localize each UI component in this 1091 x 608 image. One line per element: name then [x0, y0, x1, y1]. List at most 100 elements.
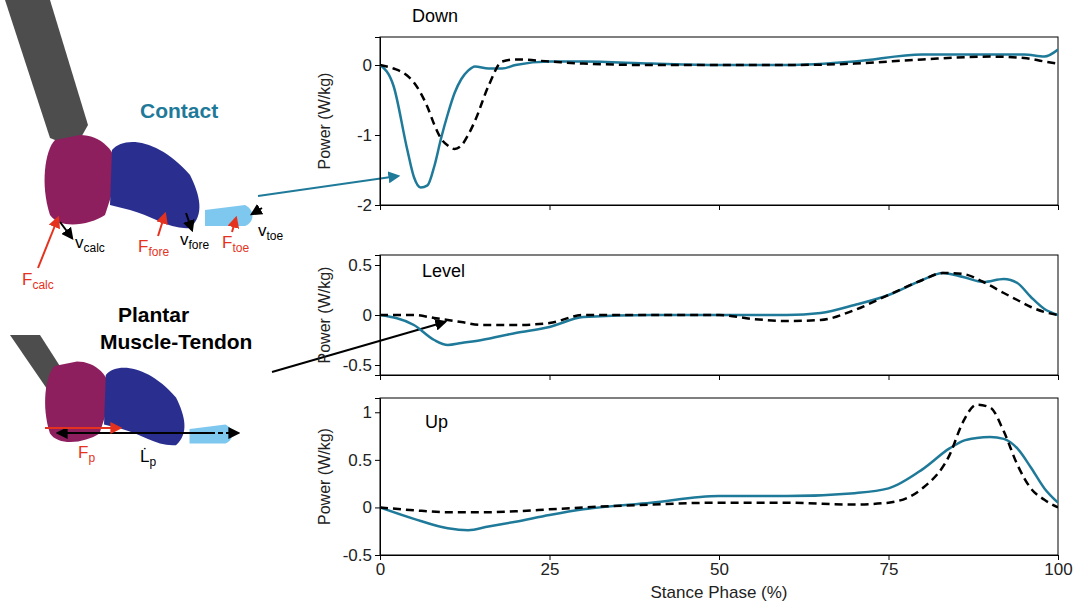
- x-tick-label: 75: [880, 560, 899, 579]
- vector-label: vfore: [180, 230, 210, 252]
- y-tick: -0.5: [343, 356, 380, 375]
- y-tick-label: 0.5: [348, 451, 372, 470]
- plot-lines: [380, 50, 1058, 188]
- axis-line: [375, 399, 381, 556]
- y-tick-label: 1: [363, 403, 372, 422]
- foot-upper: [5, 0, 253, 228]
- vector-symbol: F: [22, 270, 32, 289]
- x-tick-label: 0: [376, 560, 385, 579]
- vector-label: Fcalc: [22, 270, 54, 292]
- vector-subscript: toe: [232, 241, 249, 255]
- vector-symbol: F: [222, 233, 232, 252]
- series-line: [380, 273, 1058, 345]
- arrow: [60, 222, 72, 238]
- x-tick-mark: [380, 375, 381, 380]
- y-axis: -0.500.5: [343, 256, 381, 376]
- y-tick-mark: [375, 507, 380, 508]
- axis-line: [381, 206, 1059, 211]
- plot-frame: [380, 255, 1058, 375]
- axis-line: [375, 256, 381, 376]
- calcaneus: [45, 362, 111, 443]
- x-tick: [1058, 375, 1059, 380]
- x-tick: [550, 205, 551, 210]
- y-tick-label: 0: [363, 498, 372, 517]
- axis-line: [375, 38, 381, 206]
- x-axis-title: Stance Phase (%): [650, 583, 787, 602]
- y-tick: 0.5: [348, 451, 380, 470]
- vector-subscript: fore: [148, 245, 169, 259]
- vector-symbol: F: [78, 443, 88, 462]
- toe: [205, 205, 253, 226]
- arrow: [158, 214, 165, 236]
- x-axis: [381, 375, 1059, 380]
- arrow: [252, 208, 262, 214]
- x-tick-mark: [550, 205, 551, 210]
- x-tick-label: 100: [1044, 560, 1072, 579]
- x-tick: 100: [1044, 555, 1072, 579]
- vector-symbol: F: [138, 237, 148, 256]
- x-tick-mark: [380, 205, 381, 210]
- panel: -0.500.5LevelPower (W/kg): [316, 255, 1059, 380]
- panel: -2-10DownPower (W/kg): [316, 6, 1059, 215]
- arrow: [232, 218, 236, 232]
- y-axis: -2-10: [357, 38, 381, 215]
- vector-subscript: calc: [84, 241, 105, 255]
- vector-label: vcalc: [75, 233, 105, 255]
- x-axis: 0 25 50 75 100: [376, 555, 1073, 579]
- y-tick-mark: [375, 555, 380, 556]
- x-tick: 75: [880, 555, 899, 579]
- vector-subscript: calc: [32, 278, 53, 292]
- x-tick: [719, 205, 720, 210]
- x-tick: 50: [710, 555, 729, 579]
- plot-lines: [380, 273, 1058, 345]
- arrow: [58, 432, 210, 434]
- x-tick-mark: [889, 375, 890, 380]
- foot-lower: [45, 362, 232, 446]
- calcaneus: [45, 135, 118, 224]
- x-axis: [381, 205, 1059, 210]
- y-tick-label: -1: [357, 126, 372, 145]
- y-tick-mark: [375, 460, 380, 461]
- vector-label: Ftoe: [222, 233, 249, 255]
- x-tick: 0: [376, 555, 385, 579]
- arrow: [186, 213, 192, 230]
- plot-frame: [380, 37, 1058, 205]
- y-tick: 0.5: [348, 256, 380, 275]
- vector-subscript: p: [149, 455, 156, 469]
- series-line: [380, 50, 1058, 188]
- vector-label: Ffore: [138, 237, 169, 259]
- panel-title: Up: [425, 412, 448, 432]
- plot-lines: [380, 405, 1058, 531]
- panel-title: Level: [422, 261, 465, 281]
- vector-label: Fp: [78, 443, 95, 465]
- y-axis-title: Power (W/kg): [316, 73, 333, 170]
- y-tick-mark: [375, 205, 380, 206]
- x-tick: [550, 375, 551, 380]
- y-tick-mark: [375, 315, 380, 316]
- arrow: [258, 176, 398, 196]
- legend-label: PlantarMuscle-Tendon: [100, 303, 252, 353]
- y-tick-mark: [375, 65, 380, 66]
- x-tick-mark: [1058, 375, 1059, 380]
- vector-label: L̇p: [140, 447, 156, 469]
- y-tick-mark: [375, 412, 380, 413]
- axis-line: [381, 376, 1059, 381]
- y-axis: -0.5 0 0.5 1: [343, 399, 381, 565]
- x-tick-mark: [1058, 205, 1059, 210]
- x-tick-label: 25: [541, 560, 560, 579]
- vector-subscript: fore: [189, 238, 210, 252]
- legend-label: Contact: [140, 99, 218, 122]
- series-line: [380, 57, 1058, 149]
- series-line: [380, 437, 1058, 530]
- vector-subscript: p: [88, 451, 95, 465]
- x-tick-mark: [719, 375, 720, 380]
- x-tick: 25: [541, 555, 560, 579]
- y-tick-label: -0.5: [343, 546, 372, 565]
- x-tick-label: 50: [710, 560, 729, 579]
- x-tick-mark: [889, 205, 890, 210]
- vector-label: vtoe: [258, 221, 284, 243]
- arrow: [210, 432, 238, 434]
- y-tick-mark: [375, 265, 380, 266]
- vector-subscript: toe: [267, 229, 284, 243]
- y-tick: 0: [363, 498, 380, 517]
